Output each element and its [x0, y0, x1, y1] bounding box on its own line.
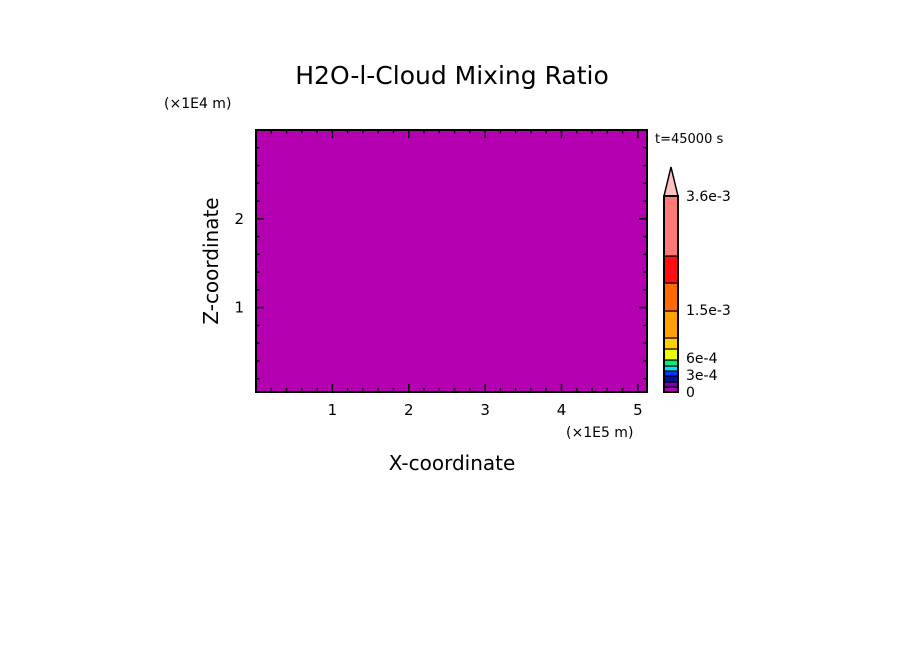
chart-title: H2O-l-Cloud Mixing Ratio	[295, 61, 609, 90]
x-tick-labels: 1 2 3 4 5	[328, 401, 643, 419]
colorbar: 03e-46e-4 1.5e-3 3.6e-3	[663, 166, 731, 401]
colorbar-frame	[663, 195, 679, 393]
colorbar-segment	[663, 365, 679, 372]
colorbar-segment	[663, 381, 679, 388]
colorbar-segment	[663, 337, 679, 350]
x-tick-label: 2	[404, 401, 414, 419]
colorbar-label: 0	[686, 385, 695, 401]
colorbar-segment	[663, 359, 679, 367]
field-fill	[256, 130, 647, 392]
plot-frame	[255, 129, 648, 393]
colorbar-label: 1.5e-3	[686, 303, 731, 319]
colorbar-extend-triangle	[663, 166, 679, 197]
colorbar-label: 6e-4	[686, 351, 718, 367]
colorbar-segment	[663, 310, 679, 339]
x-tick-label: 3	[480, 401, 490, 419]
y-tick-label: 2	[234, 210, 244, 228]
colorbar-segment	[663, 195, 679, 257]
colorbar-segment	[663, 282, 679, 312]
colorbar-label: 3e-4	[686, 368, 718, 384]
colorbar-segment	[663, 348, 679, 361]
x-axis-label: X-coordinate	[389, 451, 516, 475]
colorbar-segment	[663, 370, 679, 377]
colorbar-segment	[663, 255, 679, 284]
colorbar-segment	[663, 375, 679, 383]
x-tick-label: 5	[633, 401, 643, 419]
x-scale-label: (×1E5 m)	[566, 425, 633, 441]
y-axis-label: Z-coordinate	[199, 197, 223, 324]
y-tick-label: 1	[234, 299, 244, 317]
y-tick-labels: 12	[234, 210, 244, 317]
x-tick-label: 4	[557, 401, 567, 419]
time-label: t=45000 s	[655, 132, 723, 147]
x-tick-label: 1	[328, 401, 338, 419]
y-scale-label: (×1E4 m)	[164, 96, 231, 112]
colorbar-label: 3.6e-3	[686, 189, 731, 205]
